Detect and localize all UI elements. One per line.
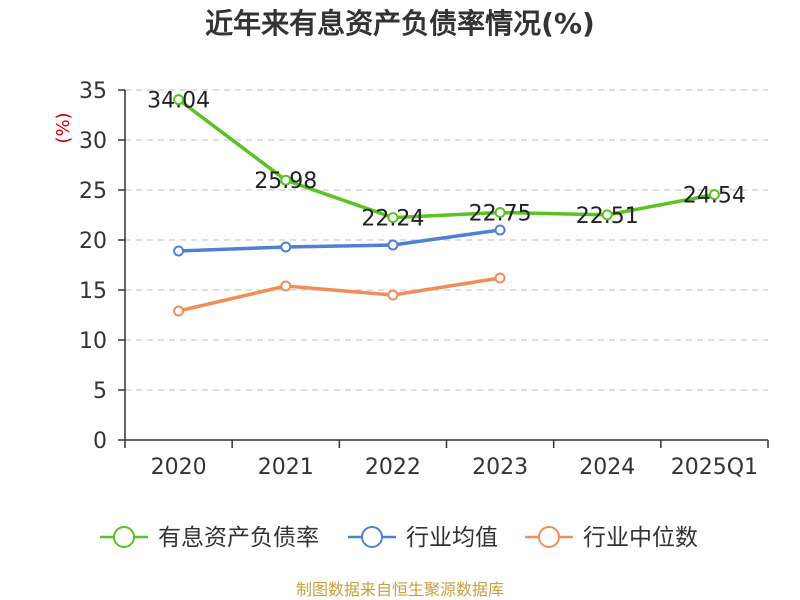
data-point [494, 224, 506, 236]
data-point [494, 207, 506, 218]
legend-marker [113, 526, 135, 548]
data-label: 22.75 [469, 202, 532, 227]
y-tick-label: 5 [93, 379, 107, 404]
data-label: 34.04 [147, 89, 210, 114]
legend-label: 有息资产负债率 [158, 525, 319, 551]
data-point [280, 241, 292, 253]
data-point [601, 209, 613, 221]
chart-title: 近年来有息资产负债率情况(%) [205, 7, 595, 40]
data-point [280, 174, 292, 186]
legend-item[interactable]: 行业均值 [348, 525, 498, 551]
series-line [177, 98, 715, 220]
data-point [173, 305, 185, 317]
data-label: 25.98 [254, 169, 317, 194]
y-tick-label: 15 [79, 279, 107, 304]
data-point [494, 272, 506, 284]
data-label: 22.24 [361, 207, 424, 232]
data-point [173, 245, 185, 257]
legend-label: 行业均值 [406, 525, 498, 551]
data-point [280, 280, 292, 292]
x-tick-label: 2024 [579, 455, 635, 480]
series-line [178, 276, 501, 313]
y-tick-label: 20 [79, 229, 107, 254]
y-tick-label: 25 [79, 179, 107, 204]
y-tick-label: 10 [79, 329, 107, 354]
y-axis-label: (%) [53, 112, 74, 143]
x-tick-label: 2022 [365, 455, 421, 480]
legend-marker [361, 526, 383, 548]
y-tick-label: 35 [79, 79, 107, 104]
x-tick-label: 2020 [151, 455, 207, 480]
y-tick-label: 30 [79, 129, 107, 154]
data-point [173, 94, 185, 106]
legend-label: 行业中位数 [583, 525, 698, 551]
x-tick-label: 2025Q1 [671, 455, 758, 480]
y-tick-label: 0 [93, 429, 107, 454]
data-point [387, 289, 399, 301]
series-line [178, 228, 501, 253]
source-note: 制图数据来自恒生聚源数据库 [296, 580, 504, 599]
legend-item[interactable]: 行业中位数 [525, 525, 698, 551]
x-tick-label: 2023 [472, 455, 528, 480]
data-point [708, 189, 720, 201]
data-point [387, 239, 399, 251]
data-point [387, 212, 399, 224]
data-label: 22.51 [576, 204, 639, 229]
legend-marker [538, 526, 560, 548]
legend-item[interactable]: 有息资产负债率 [100, 525, 319, 551]
data-label: 24.54 [683, 184, 746, 209]
x-tick-label: 2021 [258, 455, 314, 480]
